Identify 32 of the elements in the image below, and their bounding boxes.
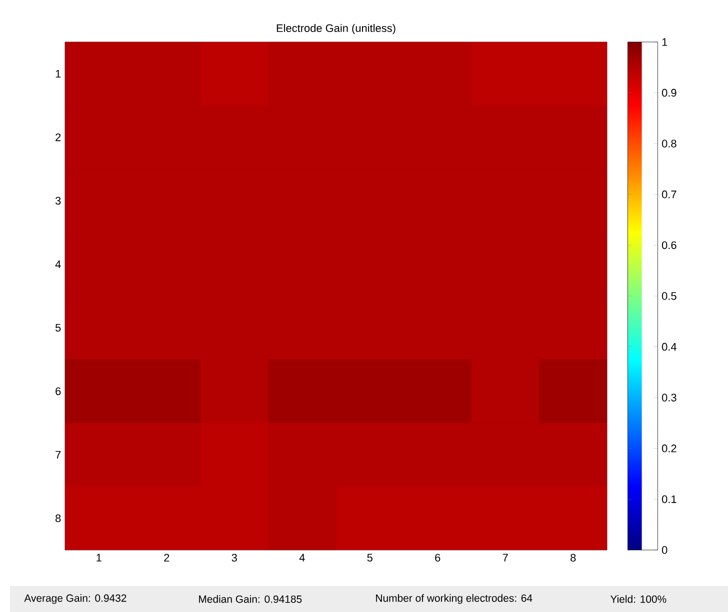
y-tick-label: 8 bbox=[56, 514, 61, 522]
y-tick-label: 5 bbox=[55, 324, 61, 332]
color-bar-label: 0.7 bbox=[662, 190, 676, 198]
x-tick-label: 2 bbox=[164, 554, 170, 562]
text: Average Gain: 0.9432 bbox=[24, 594, 126, 604]
y-tick-label: 2 bbox=[56, 133, 61, 142]
x-tick-label: 4 bbox=[299, 554, 305, 562]
color-bar-label: 0.9 bbox=[662, 88, 676, 97]
x-tick-label: 6 bbox=[435, 554, 440, 562]
color-bar-label: 1 bbox=[662, 38, 668, 46]
color-bar-label: 0.3 bbox=[662, 394, 676, 402]
color-bar-label: 0.6 bbox=[662, 241, 676, 250]
color-bar-label: 0.5 bbox=[662, 292, 676, 300]
x-tick-label: 8 bbox=[570, 554, 576, 562]
y-tick-label: 1 bbox=[56, 70, 61, 78]
color-bar-label: 0 bbox=[662, 546, 668, 554]
text: Number of working electrodes: 64 bbox=[376, 594, 532, 604]
y-tick-label: 3 bbox=[55, 196, 61, 205]
text: Yield: 100% bbox=[610, 595, 666, 603]
x-tick-label: 1 bbox=[96, 554, 102, 562]
y-tick-label: 6 bbox=[56, 387, 61, 396]
text: Median Gain: 0.94185 bbox=[199, 595, 302, 603]
y-tick-label: 4 bbox=[55, 260, 61, 268]
color-bar-label: 0.4 bbox=[662, 342, 676, 351]
x-tick-label: 3 bbox=[232, 554, 237, 562]
color-bar-label: 0.2 bbox=[662, 444, 676, 452]
chart-title: Electrode Gain (unitless) bbox=[276, 24, 396, 34]
x-tick-label: 7 bbox=[502, 554, 508, 562]
color-bar-label: 0.1 bbox=[662, 495, 676, 504]
x-tick-label: 5 bbox=[367, 554, 372, 562]
y-tick-label: 7 bbox=[56, 450, 61, 459]
color-bar-label: 0.8 bbox=[662, 140, 676, 148]
